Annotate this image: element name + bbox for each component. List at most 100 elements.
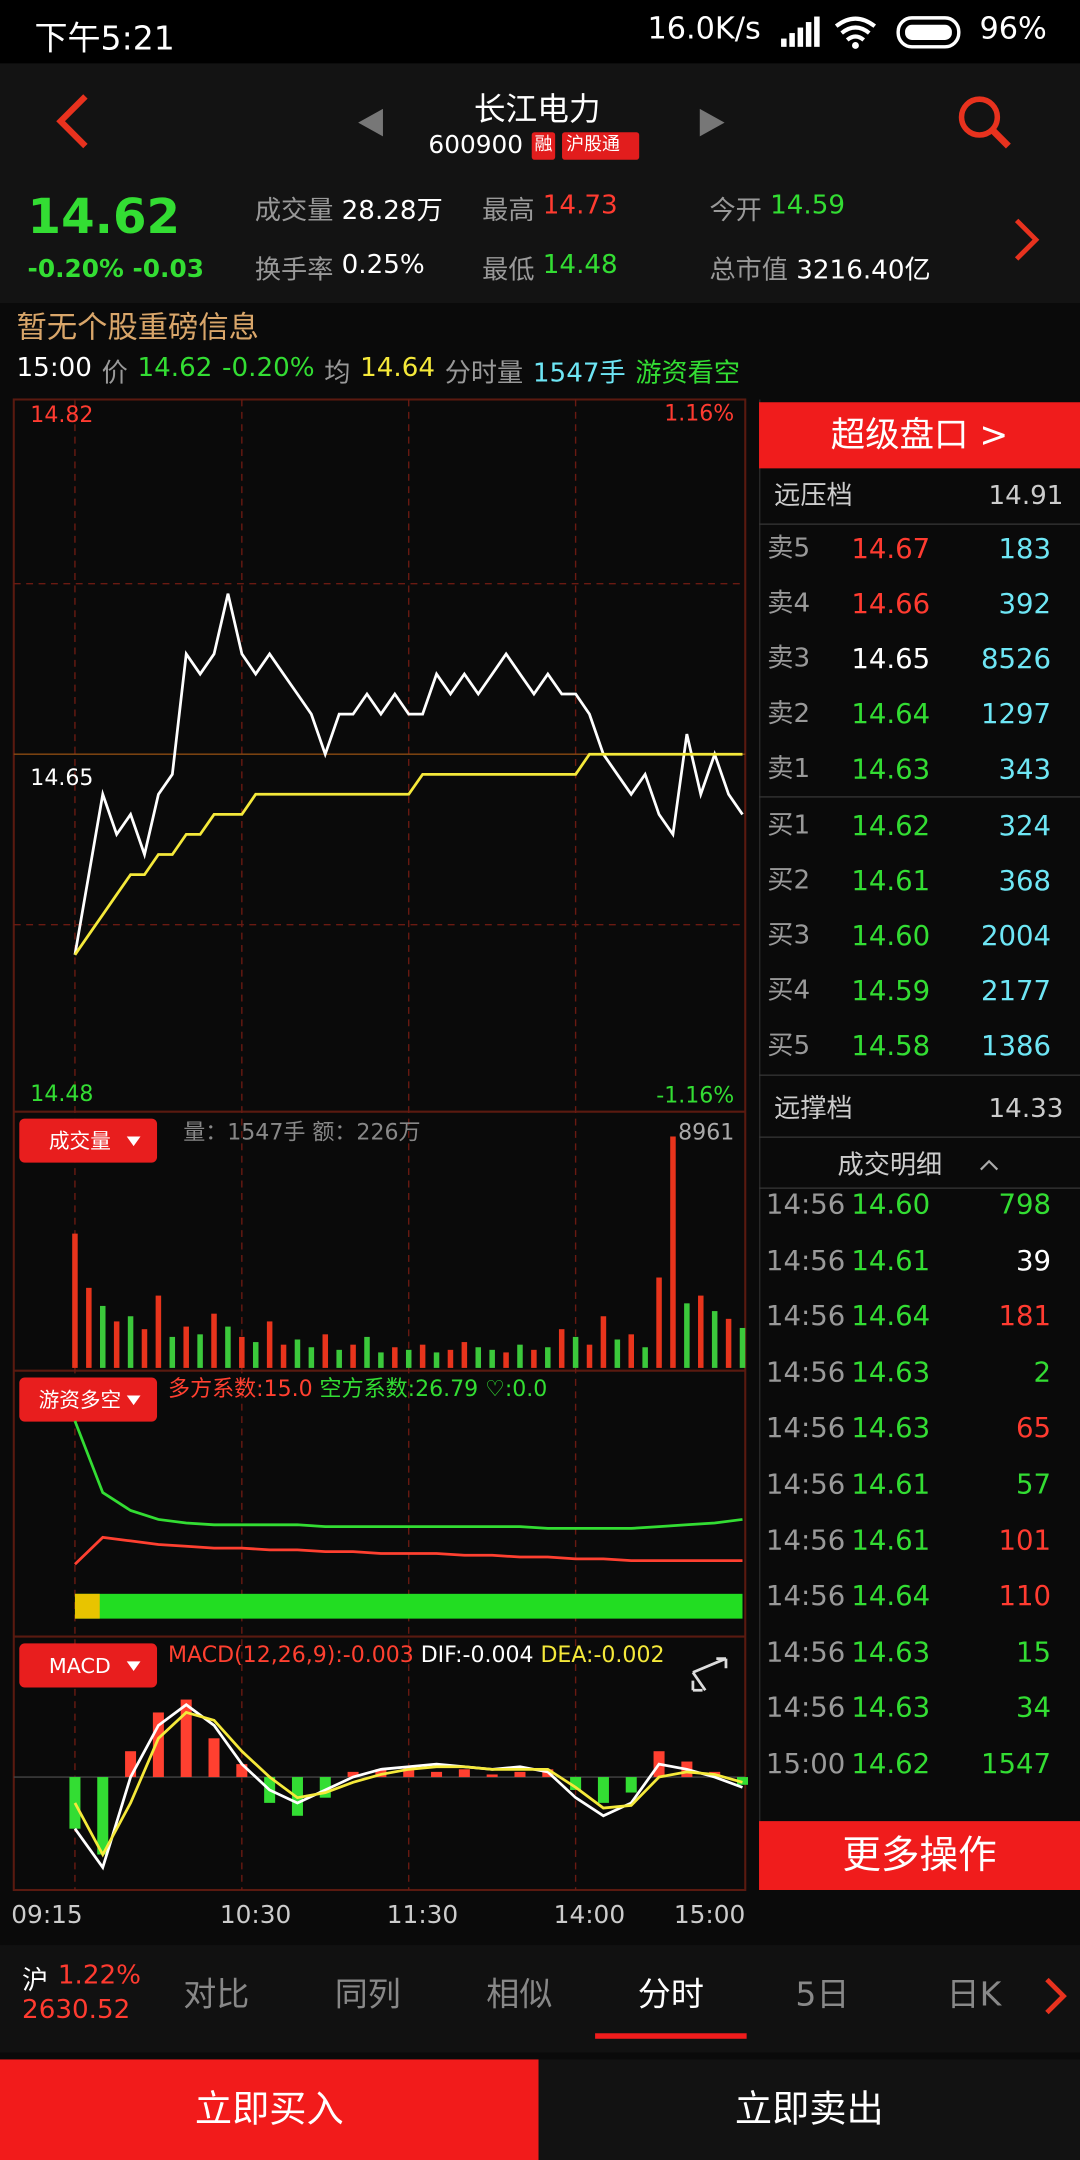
indicator-button	[19, 1643, 158, 1688]
search-button[interactable]	[953, 91, 1014, 152]
volume-bar	[266, 1321, 273, 1368]
legend-entry: 多方系数:15.0	[168, 1377, 313, 1402]
trade-time: 14:56	[765, 1578, 846, 1612]
volume-bar	[405, 1349, 412, 1368]
subtitle: 量：1547手 额：226万	[183, 1121, 420, 1146]
macd-bar	[208, 1738, 220, 1778]
status-bar	[0, 0, 1080, 64]
trade-time: 14:56	[765, 1299, 846, 1333]
macd-bar	[236, 1764, 248, 1778]
volume-bar	[378, 1352, 384, 1368]
indicator-button	[19, 1118, 158, 1163]
tabs-more[interactable]	[1041, 1975, 1071, 2016]
volume-bar	[127, 1316, 134, 1368]
trade-time: 14:56	[765, 1411, 846, 1445]
level-volume: 392	[998, 586, 1052, 620]
volume-bar	[350, 1344, 356, 1368]
more-button[interactable]: 更多操作	[759, 1821, 1080, 1890]
macd-bar	[403, 1766, 415, 1778]
trade-time: 14:56	[765, 1523, 846, 1557]
collapse-icon[interactable]	[979, 1159, 999, 1173]
y-tick-label: 8961	[678, 1121, 734, 1146]
back-button[interactable]	[50, 91, 94, 152]
buy-button[interactable]: 立即买入	[0, 2059, 539, 2160]
volume-bar	[113, 1321, 120, 1368]
macd-bar	[458, 1769, 470, 1778]
volume-bar	[280, 1344, 287, 1368]
legend-entry: MACD(12,26,9):-0.003	[168, 1643, 414, 1668]
volume-bar	[711, 1311, 718, 1368]
level-label: 卖5	[767, 533, 811, 564]
macd-bar	[97, 1777, 109, 1855]
macd-bar	[152, 1712, 164, 1778]
macd-bar	[347, 1771, 359, 1778]
expand-icon[interactable]	[691, 1657, 728, 1692]
super-quote-button[interactable]: 超级盘口 >	[759, 402, 1080, 469]
legend-entry: DIF:-0.004	[421, 1643, 534, 1668]
level-label: 卖1	[767, 753, 811, 784]
level-volume: 8526	[980, 641, 1052, 675]
level-volume: 2177	[980, 973, 1052, 1007]
tab[interactable]: 分时	[637, 1975, 704, 2014]
info-item: 价	[101, 358, 128, 389]
indicator-button	[19, 1377, 158, 1422]
quote-stat: 换手率 0.25%	[255, 249, 425, 286]
level-price: 14.59	[851, 973, 931, 1007]
volume-bar	[308, 1347, 315, 1368]
level-price: 14.58	[851, 1029, 931, 1063]
x-tick-label: 14:00	[554, 1900, 625, 1929]
tab[interactable]: 日K	[946, 1975, 1002, 2014]
volume-bar	[239, 1336, 245, 1368]
info-item: -0.20%	[222, 352, 315, 383]
volume-bar	[656, 1277, 662, 1368]
level-price: 14.60	[851, 918, 931, 952]
level-label: 买5	[767, 1030, 811, 1061]
prev-stock[interactable]	[355, 106, 385, 139]
x-tick-label: 11:30	[387, 1900, 458, 1929]
quote-stat: 成交量 28.28万	[255, 190, 443, 227]
x-tick-label: 09:15	[11, 1900, 82, 1929]
tab[interactable]: 同列	[334, 1975, 401, 2014]
trade-time: 14:56	[765, 1690, 846, 1724]
macd-bar	[625, 1777, 637, 1793]
trade-volume: 110	[998, 1578, 1052, 1612]
trade-price: 14.60	[851, 1187, 931, 1221]
next-stock[interactable]	[697, 106, 727, 139]
stat-value: 14.59	[770, 190, 846, 221]
level-volume: 324	[998, 808, 1052, 842]
tab[interactable]: 5日	[795, 1975, 850, 2014]
volume-bar	[197, 1334, 203, 1368]
tab[interactable]: 相似	[486, 1975, 553, 2014]
trade-price: 14.63	[851, 1355, 931, 1389]
stat-label: 最高	[482, 195, 535, 226]
trade-volume: 65	[1016, 1411, 1052, 1445]
far-price: 14.33	[988, 1093, 1064, 1125]
tab[interactable]: 对比	[183, 1975, 250, 2014]
volume-bar	[739, 1327, 746, 1368]
volume-bar	[392, 1347, 398, 1368]
macd-bar	[514, 1771, 526, 1778]
info-line: 15:00 价 14.62 -0.20% 均 14.64 分时量 1547手 游资看空	[17, 353, 741, 390]
sell-button[interactable]: 立即卖出	[538, 2059, 1080, 2160]
trade-price: 14.64	[851, 1578, 931, 1612]
stock-code: 600900	[428, 130, 524, 160]
quote-stat: 总市值 3216.40亿	[709, 249, 930, 286]
volume-bar	[545, 1347, 551, 1368]
y2-tick-label: -1.16%	[656, 1084, 734, 1109]
series-line	[73, 1420, 743, 1530]
net-speed: 16.0K/s	[647, 12, 761, 47]
volume-bar	[558, 1329, 565, 1368]
trade-time: 14:56	[765, 1355, 846, 1389]
y-tick-label: 14.82	[30, 403, 93, 428]
stat-value: 14.73	[542, 190, 618, 221]
stat-value: 0.25%	[341, 249, 425, 280]
volume-bar	[447, 1349, 454, 1368]
volume-bar	[294, 1339, 301, 1368]
trade-volume: 34	[1016, 1690, 1052, 1724]
far-price: 14.91	[988, 480, 1064, 512]
trade-volume: 2	[1033, 1355, 1052, 1389]
volume-bar	[141, 1329, 148, 1368]
volume-bar	[183, 1326, 189, 1368]
detail-arrow[interactable]	[1011, 215, 1044, 265]
